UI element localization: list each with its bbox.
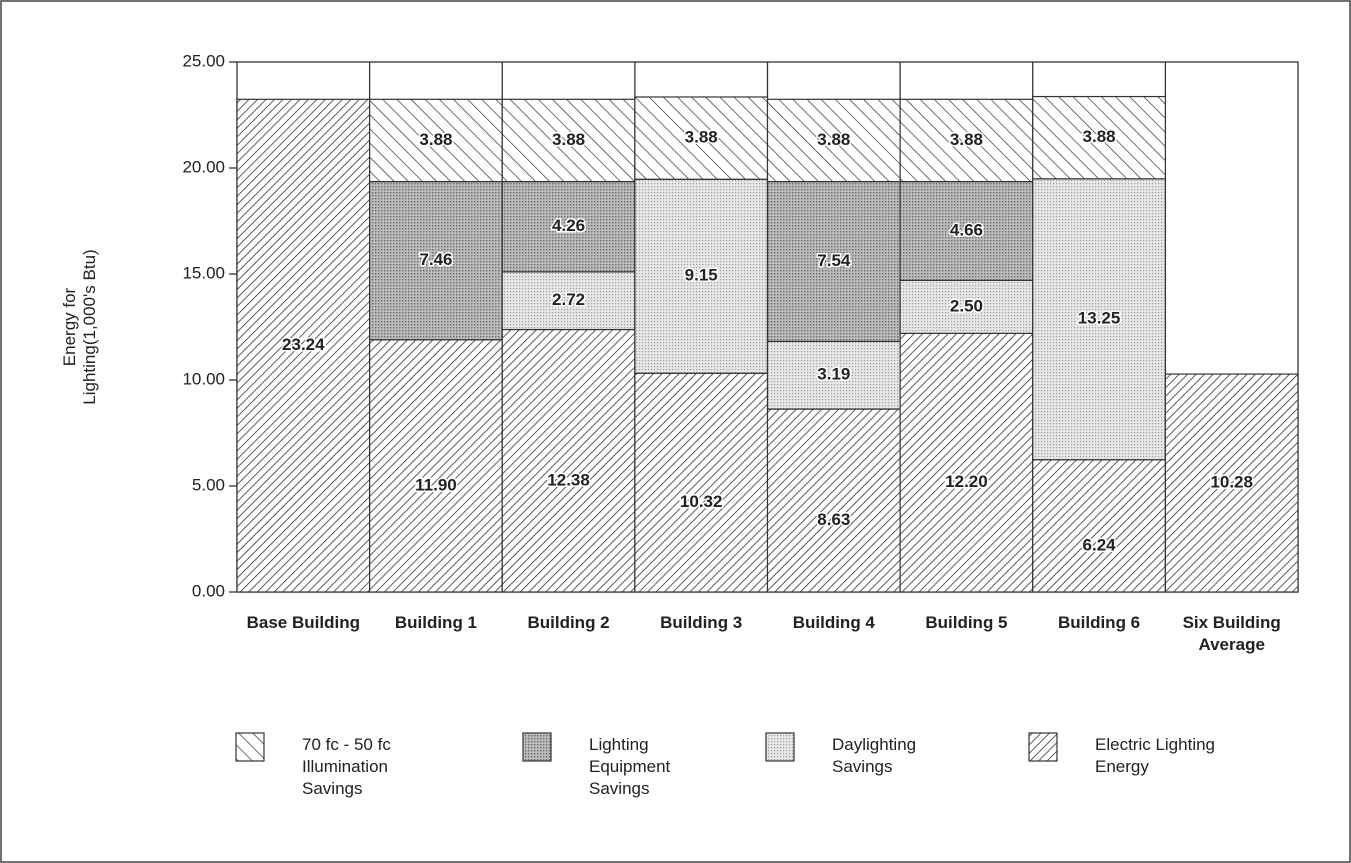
bar-segment: [766, 98, 901, 183]
data-label: 3.88: [1083, 127, 1116, 146]
bar-segment: [766, 340, 901, 410]
data-label: 23.24: [282, 335, 325, 354]
bar-segment: [1032, 459, 1166, 593]
x-tick-label: Building 5: [925, 613, 1008, 632]
data-label: 9.15: [685, 266, 718, 285]
bar-segment: [634, 96, 769, 180]
legend-swatch: [235, 732, 265, 762]
legend-label: 70 fc - 50 fc Illumination Savings: [302, 735, 391, 798]
y-tick-label: 0.00: [192, 581, 225, 600]
x-tick-label: Building 3: [660, 613, 743, 632]
bar-segment: [766, 408, 901, 593]
data-label: 12.38: [547, 470, 590, 489]
legend-label: Daylighting Savings: [832, 735, 917, 776]
bar-segment: [899, 180, 1034, 281]
bar-segment: [501, 98, 636, 183]
x-tick-label: Building 1: [394, 613, 478, 632]
bar-segment: [634, 372, 769, 593]
data-label: 2.50: [950, 296, 983, 315]
x-tick-label: Six Building Average: [1182, 613, 1281, 654]
bar-segment: [899, 98, 1034, 183]
legend-swatch: [765, 732, 795, 762]
bar-segment: [1032, 95, 1166, 180]
legend-swatch: [522, 732, 552, 762]
legend-label: Lighting Equipment Savings: [589, 735, 671, 798]
bar-segment: [369, 98, 503, 183]
bar-segment: [369, 339, 503, 593]
bar-segment: [634, 178, 769, 374]
bar-segment: [501, 328, 636, 593]
y-tick-label: 10.00: [182, 369, 225, 388]
y-tick-label: 20.00: [182, 157, 225, 176]
bar-segment: [369, 180, 503, 341]
bar-segment: [899, 279, 1034, 334]
y-tick-label: 5.00: [192, 475, 225, 494]
bar-segment: [501, 271, 636, 331]
data-label: 6.24: [1083, 535, 1117, 554]
bar-segment: [501, 180, 636, 273]
data-label: 8.63: [817, 510, 850, 529]
y-tick-label: 15.00: [182, 263, 225, 282]
bar-segment: [236, 98, 371, 593]
legend-swatch: [1028, 732, 1058, 762]
x-tick-label: Building 2: [527, 613, 610, 632]
data-label: 3.88: [419, 130, 452, 149]
data-label: 10.32: [680, 492, 723, 511]
bar-segment: [1164, 373, 1299, 593]
data-label: 4.66: [950, 220, 983, 239]
data-label: 7.46: [419, 250, 452, 269]
bar-segment: [899, 332, 1034, 593]
x-tick-label: Building 6: [1057, 613, 1141, 632]
data-label: 10.28: [1210, 473, 1253, 492]
bar-segment: [1032, 178, 1166, 461]
data-label: 3.88: [950, 130, 983, 149]
x-tick-label: Building 4: [792, 613, 875, 632]
data-label: 2.72: [552, 290, 585, 309]
data-label: 3.88: [552, 130, 585, 149]
legend-label: Electric Lighting Energy: [1095, 735, 1216, 776]
data-label: 3.88: [817, 130, 850, 149]
data-label: 3.88: [685, 128, 718, 147]
x-tick-label: Base Building: [246, 613, 360, 632]
y-tick-label: 25.00: [182, 51, 225, 70]
data-label: 13.25: [1078, 309, 1121, 328]
bar-segment: [766, 180, 901, 343]
data-label: 4.26: [552, 216, 585, 235]
data-label: 7.54: [817, 251, 851, 270]
data-label: 12.20: [945, 472, 988, 491]
data-label: 11.90: [415, 475, 457, 494]
y-axis-label: Energy for Lighting(1,000's Btu): [60, 249, 99, 405]
data-label: 3.19: [817, 365, 850, 384]
